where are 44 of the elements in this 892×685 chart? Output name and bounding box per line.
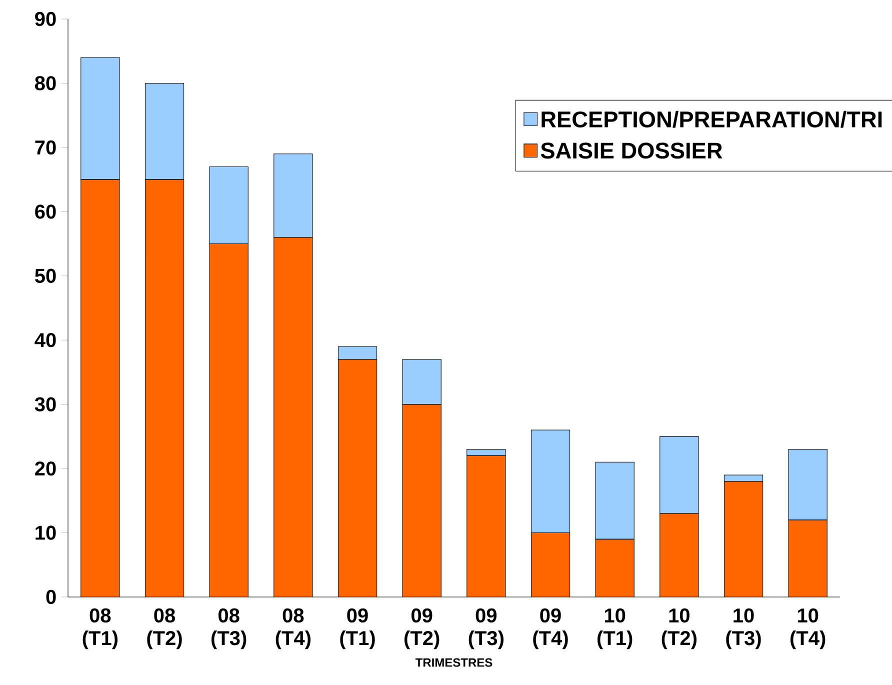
bar [402, 359, 442, 405]
bar [724, 481, 763, 597]
y-tick-label: 60 [35, 204, 56, 219]
y-tick-label: 30 [34, 397, 56, 412]
bar [596, 539, 634, 597]
bar [530, 430, 570, 534]
x-tick-label: 08 (T3) [212, 608, 246, 650]
bar [210, 244, 248, 597]
y-tick-label: 10 [36, 526, 56, 540]
x-tick-label: 08 (T2) [147, 608, 182, 650]
x-tick-label: 09 (T4) [533, 608, 568, 650]
bar [724, 474, 764, 482]
y-tick-label: 0 [46, 590, 56, 604]
legend-label: SAISIE DOSSIER [540, 142, 722, 159]
bar [145, 180, 184, 597]
bar [466, 456, 506, 597]
bar [338, 359, 377, 597]
bar [660, 514, 698, 597]
bar [274, 237, 312, 597]
x-tick-label: 08 (T4) [276, 608, 311, 650]
bar [466, 449, 506, 456]
y-tick-label: 70 [35, 140, 56, 155]
bar [788, 520, 828, 597]
y-tick-label: 50 [34, 268, 56, 283]
bar [595, 462, 634, 540]
x-tick-label: 10 (T4) [790, 608, 826, 650]
x-tick-label: 10 (T2) [662, 608, 697, 650]
bar [338, 346, 378, 360]
x-tick-label: 10 (T3) [726, 608, 761, 650]
y-tick-label: 80 [35, 76, 56, 90]
x-axis-title: TRIMESTRES [415, 658, 492, 667]
x-tick-label: 09 (T3) [468, 608, 504, 650]
y-tick-label: 90 [35, 12, 56, 26]
bar [531, 532, 570, 597]
bar [402, 404, 442, 597]
bar [660, 436, 699, 514]
y-tick-label: 20 [35, 461, 56, 476]
bar [80, 180, 120, 597]
x-tick-label: 10 (T1) [598, 608, 632, 650]
x-tick-label: 09 (T1) [340, 608, 375, 650]
legend-label: RECEPTION/PREPARATION/TRI [542, 110, 882, 128]
y-tick-label: 40 [34, 333, 56, 348]
x-tick-label: 09 (T2) [404, 608, 440, 650]
x-tick-label: 08 (T1) [82, 608, 118, 650]
